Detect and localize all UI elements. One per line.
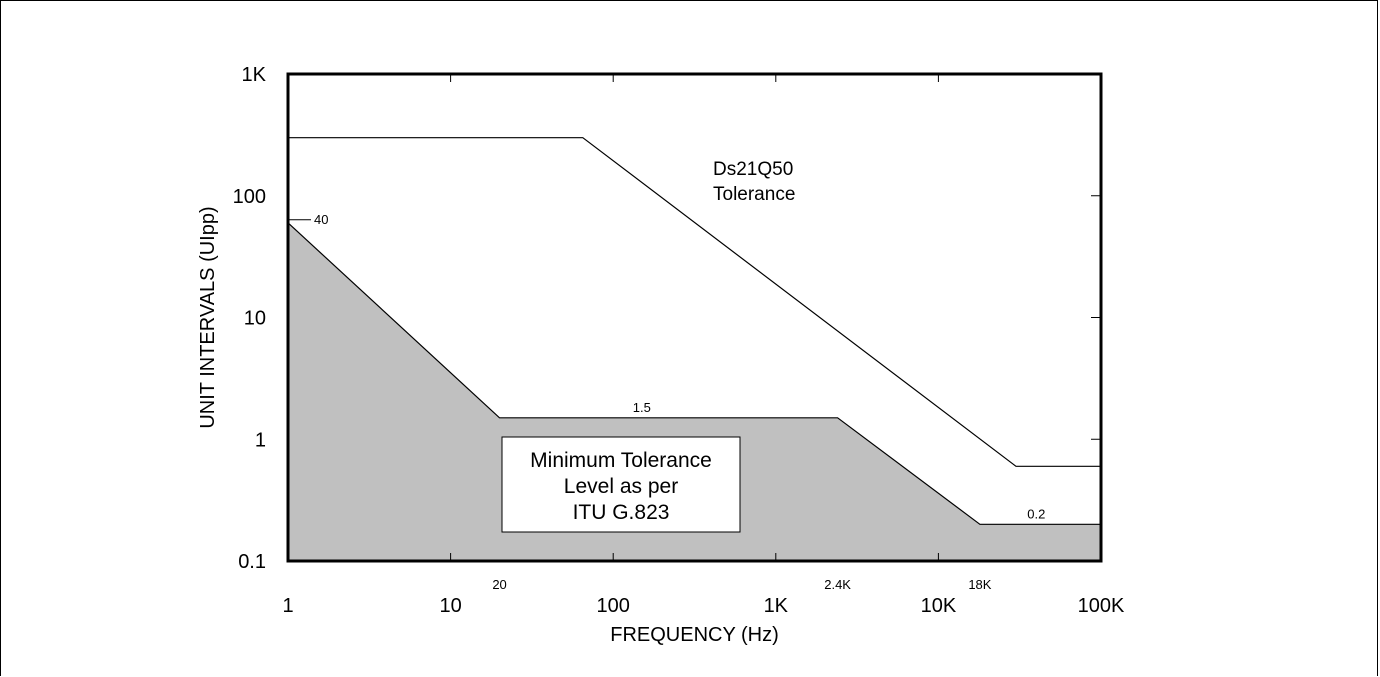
value-label: 40 <box>314 212 328 227</box>
y-tick-label: 10 <box>244 308 266 330</box>
value-label: 0.2 <box>1027 506 1045 521</box>
annotation-box-line: ITU G.823 <box>573 501 670 524</box>
x-tick-label: 100 <box>597 595 630 617</box>
y-tick-label: 0.1 <box>238 551 266 573</box>
annotation-box-line: Minimum Tolerance <box>530 449 712 472</box>
x-axis-title: FREQUENCY (Hz) <box>610 624 779 646</box>
y-tick-label: 100 <box>233 186 266 208</box>
upper-curve-annotation-line: Ds21Q50 <box>713 159 793 180</box>
y-tick-label: 1K <box>242 64 267 86</box>
upper-curve-annotation-line: Tolerance <box>713 184 795 205</box>
x-tick-label: 10 <box>439 595 461 617</box>
x-tick-label: 10K <box>921 595 957 617</box>
value-label: 1.5 <box>633 400 651 415</box>
y-axis-title: UNIT INTERVALS (UIpp) <box>197 206 219 428</box>
x-tick-label: 1K <box>764 595 789 617</box>
annotation-box-line: Level as per <box>564 475 678 498</box>
x-marker-label: 2.4K <box>824 577 851 592</box>
y-tick-label: 1 <box>255 429 266 451</box>
x-marker-label: 20 <box>492 577 506 592</box>
x-tick-label: 100K <box>1078 595 1125 617</box>
x-marker-label: 18K <box>968 577 991 592</box>
series-line-ds21q50-tolerance <box>288 137 1101 467</box>
x-tick-label: 1 <box>282 595 293 617</box>
annotation-box <box>501 436 741 533</box>
